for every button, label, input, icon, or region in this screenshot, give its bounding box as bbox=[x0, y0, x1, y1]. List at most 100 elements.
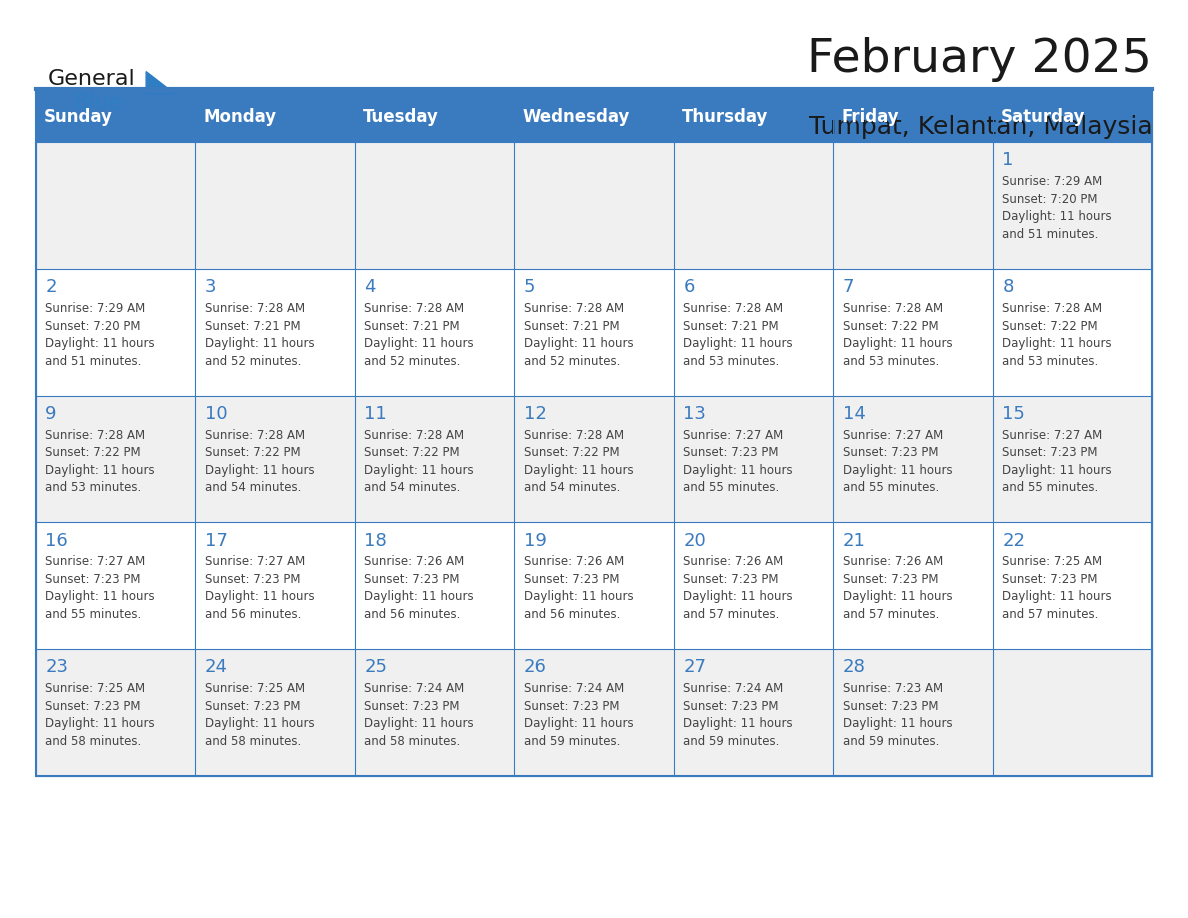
Text: Friday: Friday bbox=[841, 108, 899, 126]
Text: 5: 5 bbox=[524, 278, 536, 297]
FancyBboxPatch shape bbox=[36, 92, 195, 142]
Text: Sunrise: 7:28 AM
Sunset: 7:21 PM
Daylight: 11 hours
and 52 minutes.: Sunrise: 7:28 AM Sunset: 7:21 PM Dayligh… bbox=[365, 302, 474, 367]
Text: General: General bbox=[48, 69, 135, 89]
Text: Saturday: Saturday bbox=[1000, 108, 1086, 126]
Text: 13: 13 bbox=[683, 405, 706, 423]
FancyBboxPatch shape bbox=[833, 269, 993, 396]
Text: Sunrise: 7:27 AM
Sunset: 7:23 PM
Daylight: 11 hours
and 55 minutes.: Sunrise: 7:27 AM Sunset: 7:23 PM Dayligh… bbox=[842, 429, 953, 494]
Text: Sunrise: 7:28 AM
Sunset: 7:21 PM
Daylight: 11 hours
and 52 minutes.: Sunrise: 7:28 AM Sunset: 7:21 PM Dayligh… bbox=[204, 302, 315, 367]
Text: 9: 9 bbox=[45, 405, 57, 423]
FancyBboxPatch shape bbox=[993, 142, 1152, 269]
Text: 10: 10 bbox=[204, 405, 227, 423]
FancyBboxPatch shape bbox=[355, 396, 514, 522]
Text: 16: 16 bbox=[45, 532, 68, 550]
FancyBboxPatch shape bbox=[993, 269, 1152, 396]
FancyBboxPatch shape bbox=[833, 522, 993, 649]
FancyBboxPatch shape bbox=[514, 522, 674, 649]
Text: Monday: Monday bbox=[203, 108, 277, 126]
Text: Sunrise: 7:28 AM
Sunset: 7:22 PM
Daylight: 11 hours
and 54 minutes.: Sunrise: 7:28 AM Sunset: 7:22 PM Dayligh… bbox=[524, 429, 633, 494]
Text: Sunrise: 7:25 AM
Sunset: 7:23 PM
Daylight: 11 hours
and 57 minutes.: Sunrise: 7:25 AM Sunset: 7:23 PM Dayligh… bbox=[1003, 555, 1112, 621]
Text: February 2025: February 2025 bbox=[808, 37, 1152, 82]
Text: Sunrise: 7:27 AM
Sunset: 7:23 PM
Daylight: 11 hours
and 55 minutes.: Sunrise: 7:27 AM Sunset: 7:23 PM Dayligh… bbox=[683, 429, 792, 494]
FancyBboxPatch shape bbox=[195, 269, 355, 396]
FancyBboxPatch shape bbox=[993, 396, 1152, 522]
FancyBboxPatch shape bbox=[514, 269, 674, 396]
FancyBboxPatch shape bbox=[355, 92, 514, 142]
FancyBboxPatch shape bbox=[195, 649, 355, 776]
FancyBboxPatch shape bbox=[355, 522, 514, 649]
Text: 8: 8 bbox=[1003, 278, 1013, 297]
FancyBboxPatch shape bbox=[355, 649, 514, 776]
FancyBboxPatch shape bbox=[674, 396, 833, 522]
Text: Sunrise: 7:26 AM
Sunset: 7:23 PM
Daylight: 11 hours
and 56 minutes.: Sunrise: 7:26 AM Sunset: 7:23 PM Dayligh… bbox=[524, 555, 633, 621]
Text: 19: 19 bbox=[524, 532, 546, 550]
Text: Blue: Blue bbox=[74, 93, 122, 113]
Text: 21: 21 bbox=[842, 532, 866, 550]
FancyBboxPatch shape bbox=[833, 92, 993, 142]
FancyBboxPatch shape bbox=[195, 92, 355, 142]
FancyBboxPatch shape bbox=[674, 269, 833, 396]
Text: Sunrise: 7:28 AM
Sunset: 7:22 PM
Daylight: 11 hours
and 54 minutes.: Sunrise: 7:28 AM Sunset: 7:22 PM Dayligh… bbox=[365, 429, 474, 494]
FancyBboxPatch shape bbox=[36, 396, 195, 522]
Text: Sunrise: 7:28 AM
Sunset: 7:21 PM
Daylight: 11 hours
and 52 minutes.: Sunrise: 7:28 AM Sunset: 7:21 PM Dayligh… bbox=[524, 302, 633, 367]
Text: 27: 27 bbox=[683, 658, 707, 677]
Text: Sunrise: 7:28 AM
Sunset: 7:21 PM
Daylight: 11 hours
and 53 minutes.: Sunrise: 7:28 AM Sunset: 7:21 PM Dayligh… bbox=[683, 302, 792, 367]
Text: Thursday: Thursday bbox=[682, 108, 769, 126]
FancyBboxPatch shape bbox=[355, 269, 514, 396]
Text: Sunrise: 7:29 AM
Sunset: 7:20 PM
Daylight: 11 hours
and 51 minutes.: Sunrise: 7:29 AM Sunset: 7:20 PM Dayligh… bbox=[1003, 175, 1112, 241]
Text: 18: 18 bbox=[365, 532, 387, 550]
FancyBboxPatch shape bbox=[195, 396, 355, 522]
Text: 14: 14 bbox=[842, 405, 866, 423]
Text: 15: 15 bbox=[1003, 405, 1025, 423]
FancyBboxPatch shape bbox=[36, 142, 195, 269]
Text: 26: 26 bbox=[524, 658, 546, 677]
Text: 2: 2 bbox=[45, 278, 57, 297]
Text: Tumpat, Kelantan, Malaysia: Tumpat, Kelantan, Malaysia bbox=[809, 115, 1152, 139]
Text: 1: 1 bbox=[1003, 151, 1013, 170]
Text: 11: 11 bbox=[365, 405, 387, 423]
Text: 23: 23 bbox=[45, 658, 68, 677]
FancyBboxPatch shape bbox=[36, 269, 195, 396]
Text: 25: 25 bbox=[365, 658, 387, 677]
Text: Sunrise: 7:28 AM
Sunset: 7:22 PM
Daylight: 11 hours
and 53 minutes.: Sunrise: 7:28 AM Sunset: 7:22 PM Dayligh… bbox=[1003, 302, 1112, 367]
FancyBboxPatch shape bbox=[833, 396, 993, 522]
Text: Wednesday: Wednesday bbox=[523, 108, 630, 126]
Text: Sunrise: 7:29 AM
Sunset: 7:20 PM
Daylight: 11 hours
and 51 minutes.: Sunrise: 7:29 AM Sunset: 7:20 PM Dayligh… bbox=[45, 302, 154, 367]
Text: 22: 22 bbox=[1003, 532, 1025, 550]
FancyBboxPatch shape bbox=[833, 142, 993, 269]
Text: Sunrise: 7:26 AM
Sunset: 7:23 PM
Daylight: 11 hours
and 56 minutes.: Sunrise: 7:26 AM Sunset: 7:23 PM Dayligh… bbox=[365, 555, 474, 621]
FancyBboxPatch shape bbox=[195, 522, 355, 649]
FancyBboxPatch shape bbox=[36, 522, 195, 649]
Text: 28: 28 bbox=[842, 658, 866, 677]
Text: Sunrise: 7:28 AM
Sunset: 7:22 PM
Daylight: 11 hours
and 53 minutes.: Sunrise: 7:28 AM Sunset: 7:22 PM Dayligh… bbox=[45, 429, 154, 494]
Text: 17: 17 bbox=[204, 532, 228, 550]
FancyBboxPatch shape bbox=[195, 142, 355, 269]
Polygon shape bbox=[146, 72, 175, 94]
Text: 6: 6 bbox=[683, 278, 695, 297]
Text: Sunrise: 7:27 AM
Sunset: 7:23 PM
Daylight: 11 hours
and 56 minutes.: Sunrise: 7:27 AM Sunset: 7:23 PM Dayligh… bbox=[204, 555, 315, 621]
FancyBboxPatch shape bbox=[514, 92, 674, 142]
FancyBboxPatch shape bbox=[514, 396, 674, 522]
Text: 4: 4 bbox=[365, 278, 375, 297]
Text: Sunrise: 7:28 AM
Sunset: 7:22 PM
Daylight: 11 hours
and 54 minutes.: Sunrise: 7:28 AM Sunset: 7:22 PM Dayligh… bbox=[204, 429, 315, 494]
FancyBboxPatch shape bbox=[674, 142, 833, 269]
Text: Sunrise: 7:24 AM
Sunset: 7:23 PM
Daylight: 11 hours
and 58 minutes.: Sunrise: 7:24 AM Sunset: 7:23 PM Dayligh… bbox=[365, 682, 474, 747]
Text: Sunrise: 7:26 AM
Sunset: 7:23 PM
Daylight: 11 hours
and 57 minutes.: Sunrise: 7:26 AM Sunset: 7:23 PM Dayligh… bbox=[683, 555, 792, 621]
FancyBboxPatch shape bbox=[355, 142, 514, 269]
Text: Sunrise: 7:25 AM
Sunset: 7:23 PM
Daylight: 11 hours
and 58 minutes.: Sunrise: 7:25 AM Sunset: 7:23 PM Dayligh… bbox=[45, 682, 154, 747]
FancyBboxPatch shape bbox=[833, 649, 993, 776]
Text: 7: 7 bbox=[842, 278, 854, 297]
Text: Sunrise: 7:28 AM
Sunset: 7:22 PM
Daylight: 11 hours
and 53 minutes.: Sunrise: 7:28 AM Sunset: 7:22 PM Dayligh… bbox=[842, 302, 953, 367]
Text: 20: 20 bbox=[683, 532, 706, 550]
FancyBboxPatch shape bbox=[514, 649, 674, 776]
Text: 3: 3 bbox=[204, 278, 216, 297]
FancyBboxPatch shape bbox=[993, 92, 1152, 142]
Text: Sunrise: 7:23 AM
Sunset: 7:23 PM
Daylight: 11 hours
and 59 minutes.: Sunrise: 7:23 AM Sunset: 7:23 PM Dayligh… bbox=[842, 682, 953, 747]
Text: 24: 24 bbox=[204, 658, 228, 677]
Text: Sunday: Sunday bbox=[44, 108, 113, 126]
Text: Sunrise: 7:24 AM
Sunset: 7:23 PM
Daylight: 11 hours
and 59 minutes.: Sunrise: 7:24 AM Sunset: 7:23 PM Dayligh… bbox=[683, 682, 792, 747]
Text: Sunrise: 7:27 AM
Sunset: 7:23 PM
Daylight: 11 hours
and 55 minutes.: Sunrise: 7:27 AM Sunset: 7:23 PM Dayligh… bbox=[45, 555, 154, 621]
Text: Sunrise: 7:26 AM
Sunset: 7:23 PM
Daylight: 11 hours
and 57 minutes.: Sunrise: 7:26 AM Sunset: 7:23 PM Dayligh… bbox=[842, 555, 953, 621]
FancyBboxPatch shape bbox=[36, 649, 195, 776]
Text: Tuesday: Tuesday bbox=[362, 108, 438, 126]
